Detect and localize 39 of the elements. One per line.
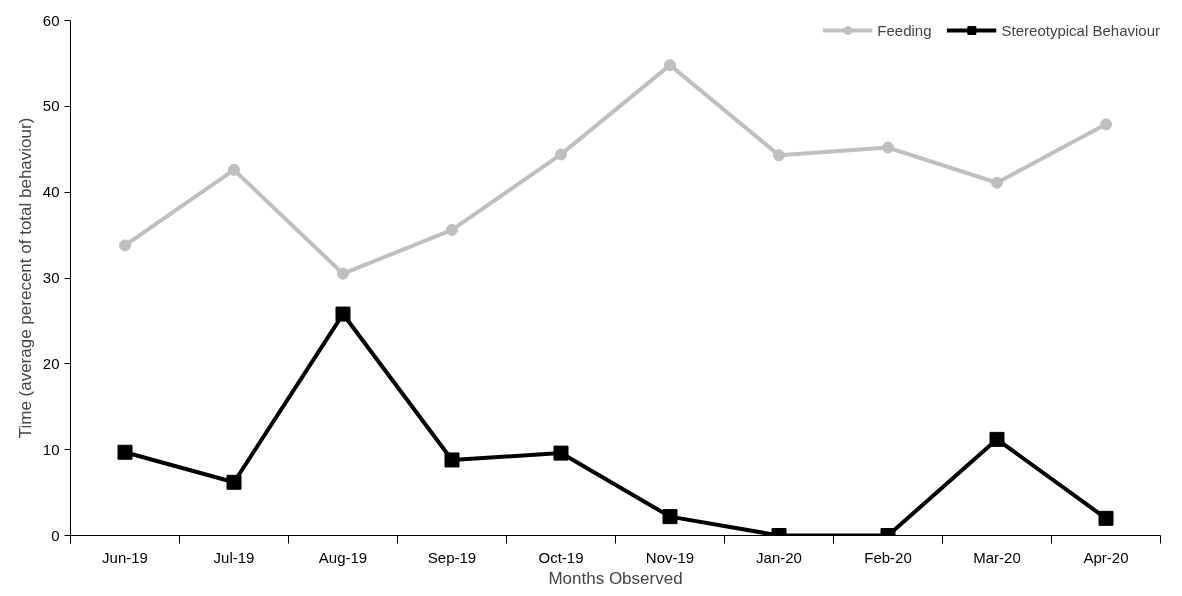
x-tick-label: Sep-19 — [427, 548, 477, 566]
x-tick-label: Aug-19 — [318, 548, 368, 566]
y-tick-label: 60 — [42, 11, 60, 29]
point — [226, 474, 242, 490]
point — [335, 306, 351, 322]
point — [337, 267, 349, 280]
legend-label: Feeding — [877, 21, 932, 39]
y-tick-label: 40 — [42, 183, 60, 201]
x-tick-label: Nov-19 — [645, 548, 695, 566]
point — [228, 163, 240, 176]
x-tick-label: Oct-19 — [538, 548, 584, 566]
point — [773, 149, 785, 162]
y-tick-label: 20 — [42, 354, 60, 372]
legend-label: Stereotypical Behaviour — [1001, 21, 1160, 39]
point — [662, 509, 678, 525]
point — [444, 452, 460, 468]
point — [446, 223, 458, 236]
point — [1098, 510, 1114, 526]
point — [664, 59, 676, 72]
x-tick-label: Jan-20 — [756, 548, 802, 566]
x-tick-label: Jun-19 — [102, 548, 148, 566]
y-tick-label: 10 — [42, 440, 60, 458]
point — [882, 141, 894, 154]
point — [553, 445, 569, 461]
point — [555, 148, 567, 161]
x-tick-label: Jul-19 — [213, 548, 255, 566]
point — [989, 431, 1005, 447]
x-tick-label: Feb-20 — [864, 548, 912, 566]
x-tick-label: Mar-20 — [973, 548, 1021, 566]
point — [117, 444, 133, 460]
x-tick-label: Apr-20 — [1083, 548, 1129, 566]
point — [1100, 118, 1112, 131]
y-tick-label: 30 — [42, 269, 60, 286]
x-axis-title: Months Observed — [548, 568, 683, 588]
point — [119, 239, 131, 252]
y-tick-label: 0 — [51, 526, 60, 544]
point — [991, 176, 1003, 189]
y-tick-label: 50 — [42, 97, 60, 115]
y-axis-title: Time (average perecent of total behaviour) — [15, 117, 35, 439]
